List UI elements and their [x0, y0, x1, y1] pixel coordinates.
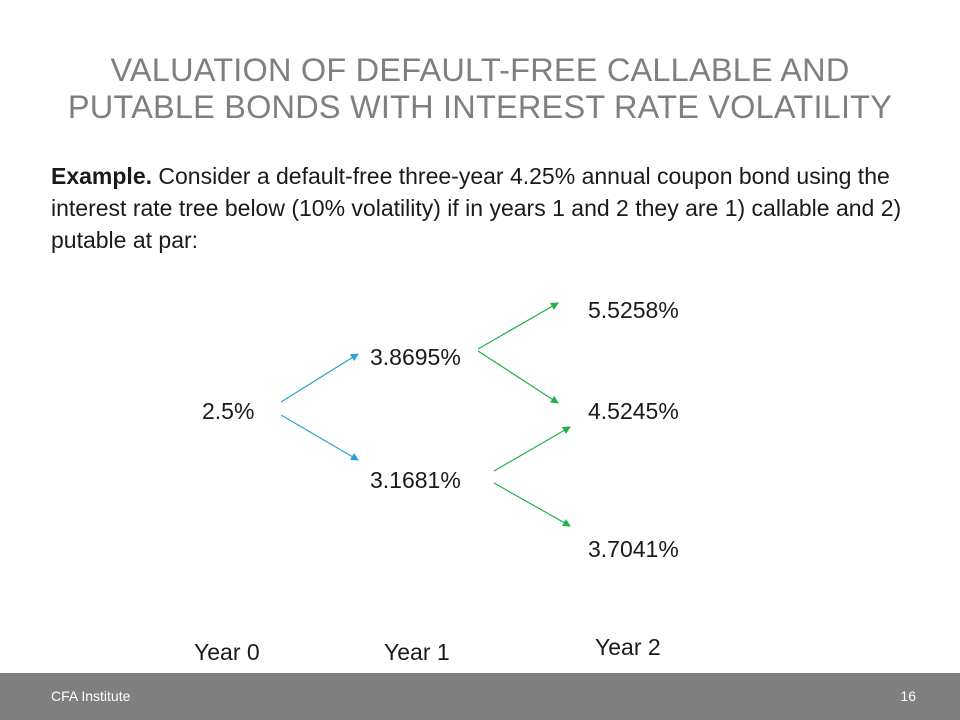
footer-organization: CFA Institute [51, 688, 131, 704]
example-paragraph: Example. Consider a default-free three-y… [51, 160, 931, 256]
label-year-0: Year 0 [194, 639, 260, 665]
example-lead: Example. [51, 163, 152, 189]
branch-down-to-dd [493, 482, 571, 527]
node-year0-rate: 2.5% [202, 398, 255, 424]
slide-title: VALUATION OF DEFAULT-FREE CALLABLE AND P… [40, 52, 920, 126]
branch-0-to-up [280, 353, 359, 403]
page-number: 16 [900, 688, 916, 704]
node-year2-dd-rate: 3.7041% [588, 536, 679, 562]
node-year1-down-rate: 3.1681% [370, 467, 461, 493]
node-year2-ud-rate: 4.5245% [588, 398, 679, 424]
branch-up-to-ud [477, 350, 559, 404]
branch-down-to-ud [493, 426, 571, 472]
example-text: Consider a default-free three-year 4.25%… [51, 163, 902, 253]
label-year-1: Year 1 [384, 639, 450, 665]
footer-bar: CFA Institute 16 [0, 673, 960, 720]
title-line-1: VALUATION OF DEFAULT-FREE CALLABLE AND [110, 52, 850, 88]
branch-0-to-down [280, 414, 359, 461]
branch-up-to-uu [477, 302, 559, 350]
title-line-2: PUTABLE BONDS WITH INTEREST RATE VOLATIL… [67, 89, 893, 125]
node-year1-up-rate: 3.8695% [370, 344, 461, 370]
label-year-2: Year 2 [595, 634, 661, 660]
node-year2-uu-rate: 5.5258% [588, 297, 679, 323]
